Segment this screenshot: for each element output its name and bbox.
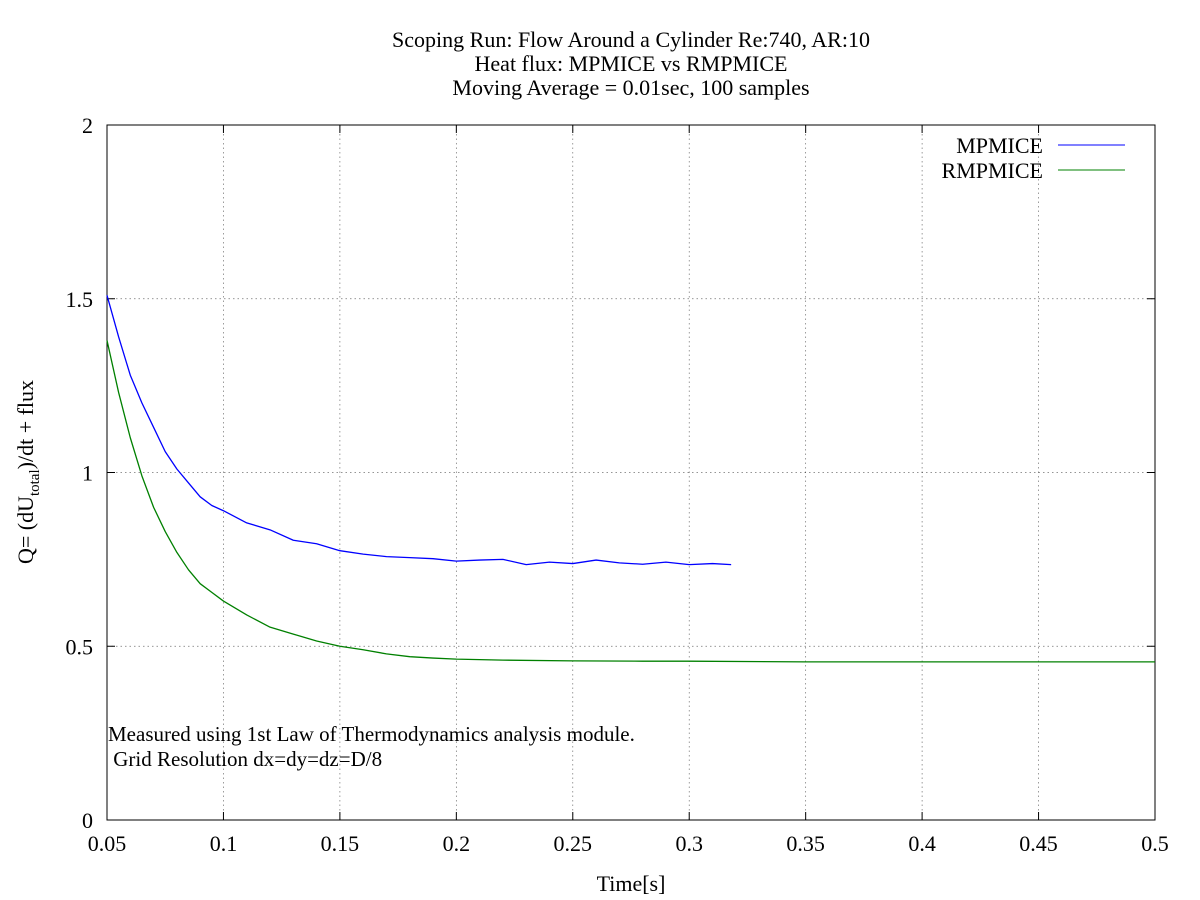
y-tick-label: 0.5 <box>66 634 94 659</box>
title-line-1: Scoping Run: Flow Around a Cylinder Re:7… <box>392 27 870 52</box>
y-axis-label: Q= (dUtotal)/dt + flux <box>13 380 43 564</box>
y-tick-label: 2 <box>82 113 93 138</box>
plot-frame <box>106 124 1156 821</box>
axis-ticks: 0.05 0.1 0.15 0.2 0.25 0.3 0.35 0.4 0.45 0.5 0 0.5 1… <box>66 113 1169 856</box>
grid <box>107 125 1155 820</box>
legend-label-rmpmice: RMPMICE <box>942 158 1043 183</box>
annotation-line-1: Measured using 1st Law of Thermodynamics… <box>108 722 635 746</box>
series-line-rmpmice <box>106 340 1155 663</box>
y-axis-label-prefix: Q= (dU <box>13 496 38 564</box>
x-tick-label: 0.5 <box>1141 831 1169 856</box>
x-tick-label: 0.35 <box>786 831 825 856</box>
x-axis-label: Time[s] <box>597 871 666 896</box>
title-line-2: Heat flux: MPMICE vs RMPMICE <box>475 51 788 76</box>
legend-label-mpmice: MPMICE <box>956 133 1043 158</box>
x-tick-label: 0.25 <box>554 831 593 856</box>
y-tick-label: 1 <box>82 461 93 486</box>
legend: MPMICE RMPMICE <box>942 133 1125 183</box>
x-tick-label: 0.45 <box>1019 831 1058 856</box>
x-tick-label: 0.1 <box>210 831 238 856</box>
x-tick-label: 0.2 <box>443 831 471 856</box>
title-line-3: Moving Average = 0.01sec, 100 samples <box>452 75 809 100</box>
x-tick-label: 0.3 <box>675 831 703 856</box>
chart-title: Scoping Run: Flow Around a Cylinder Re:7… <box>392 27 870 100</box>
y-tick-label: 1.5 <box>66 287 94 312</box>
y-axis-label-subscript: total <box>27 469 43 496</box>
y-axis-label-suffix: )/dt + flux <box>13 380 38 469</box>
annotation-line-2: Grid Resolution dx=dy=dz=D/8 <box>108 747 382 771</box>
x-tick-label: 0.4 <box>908 831 936 856</box>
x-tick-label: 0.05 <box>88 831 127 856</box>
series-line-mpmice <box>106 295 732 566</box>
y-tick-label: 0 <box>82 808 93 833</box>
x-tick-label: 0.15 <box>321 831 360 856</box>
series <box>106 295 1155 663</box>
